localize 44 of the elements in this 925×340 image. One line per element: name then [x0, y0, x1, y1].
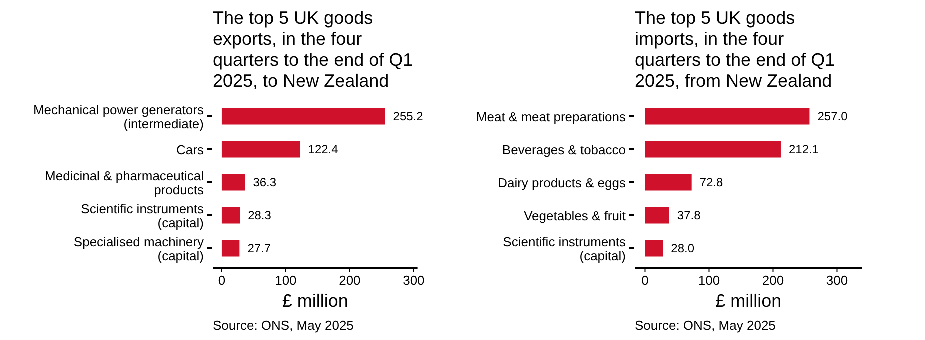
data-label: 72.8	[700, 176, 724, 190]
x-tick-label: 300	[826, 273, 848, 288]
y-tick-label: Specialised machinery (capital)	[74, 234, 204, 263]
y-tick-label: Dairy products & eggs	[498, 175, 626, 190]
chart-title: The top 5 UK goods imports, in the four quarters to the end of Q1 2025, from New Zealand	[635, 8, 836, 91]
data-label: 257.0	[818, 110, 848, 124]
chart-title: The top 5 UK goods exports, in the four quarters to the end of Q1 2025, to New Zealand	[213, 8, 414, 91]
y-tick-label: Medicinal & pharmaceutical products	[45, 168, 204, 197]
y-tick-label: Cars	[176, 142, 204, 157]
y-tick-label: Meat & meat preparations	[476, 109, 626, 124]
data-label: 36.3	[253, 176, 277, 190]
data-label: 255.2	[393, 110, 424, 124]
y-tick-label: Scientific instruments (capital)	[503, 234, 626, 263]
data-label: 28.0	[671, 242, 695, 256]
y-tick-label: Vegetables & fruit	[524, 208, 626, 223]
x-tick-label: 100	[275, 273, 297, 288]
bar	[645, 141, 781, 158]
x-axis-title: £ million	[716, 291, 782, 311]
bar	[222, 108, 386, 125]
bar	[645, 207, 670, 224]
y-tick-label: Beverages & tobacco	[502, 142, 626, 157]
source-note: Source: ONS, May 2025	[213, 318, 354, 333]
data-label: 122.4	[308, 142, 339, 156]
x-tick-label: 300	[403, 273, 425, 288]
bar	[222, 240, 240, 257]
x-tick-label: 100	[698, 273, 720, 288]
x-tick-label: 0	[642, 273, 649, 288]
bar	[645, 108, 810, 125]
y-tick-label: Mechanical power generators (intermediate)	[33, 102, 204, 131]
bar	[222, 174, 246, 191]
data-label: 212.1	[788, 142, 820, 156]
x-axis-title: £ million	[282, 291, 348, 311]
bar	[222, 141, 300, 158]
data-label: 37.8	[677, 208, 702, 222]
bar	[645, 240, 664, 257]
data-label: 28.3	[248, 208, 272, 222]
data-label: 27.7	[248, 242, 272, 256]
y-tick-label: Scientific instruments (capital)	[81, 201, 204, 230]
x-tick-label: 200	[762, 273, 784, 288]
x-tick-label: 200	[339, 273, 361, 288]
x-tick-label: 0	[218, 273, 226, 288]
bar	[645, 174, 692, 191]
source-note: Source: ONS, May 2025	[635, 318, 776, 333]
bar	[222, 207, 240, 224]
